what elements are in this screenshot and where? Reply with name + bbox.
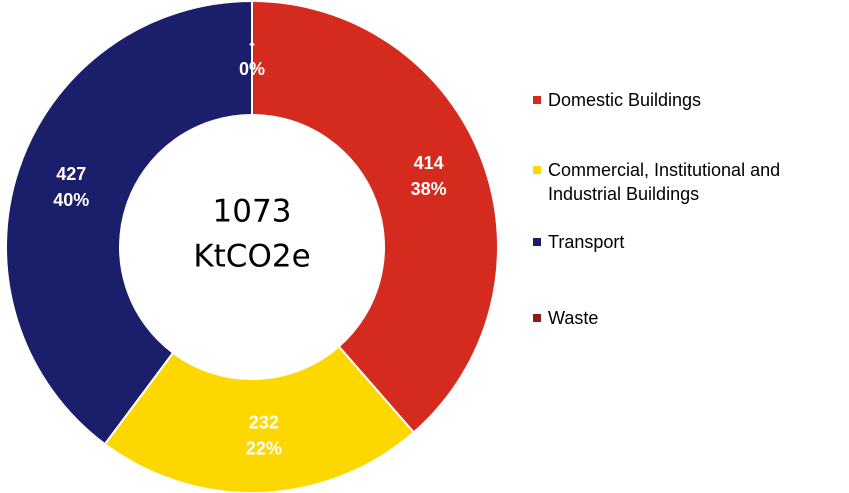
center-unit: KtCO2e — [193, 239, 310, 275]
legend-label: Transport — [548, 232, 625, 252]
slice — [251, 0, 499, 434]
percentage-label: 0% — [239, 59, 265, 79]
legend-swatch — [533, 96, 541, 104]
legend-label: Waste — [548, 308, 599, 328]
legend-swatch — [533, 166, 541, 174]
center-total: 1073 — [213, 194, 292, 230]
percentage-label: 40% — [53, 190, 89, 210]
value-label: 414 — [414, 153, 444, 173]
legend-label: Commercial, Institutional and Industrial… — [548, 160, 781, 204]
percentage-label: 38% — [411, 179, 447, 199]
value-label: 427 — [56, 164, 86, 184]
value-label: - — [249, 33, 255, 53]
legend-label: Domestic Buildings — [548, 90, 702, 110]
legend-swatch — [533, 314, 541, 322]
legend-swatch — [533, 238, 541, 246]
slice — [5, 0, 253, 446]
value-label: 232 — [249, 412, 279, 432]
slice — [103, 345, 416, 493]
percentage-label: 22% — [246, 438, 282, 458]
